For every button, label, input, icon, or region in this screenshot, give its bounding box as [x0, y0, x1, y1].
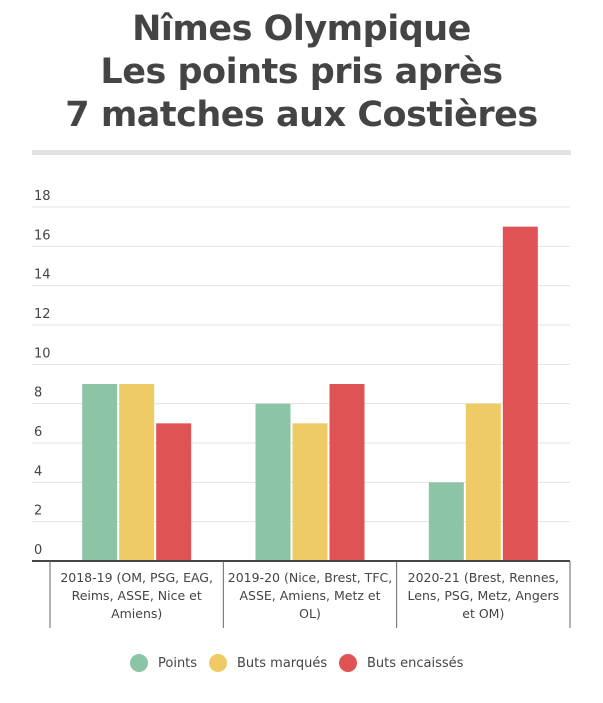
- legend-label: Buts marqués: [237, 655, 328, 671]
- legend-buts-encaisses[interactable]: Buts encaissés: [339, 654, 463, 672]
- x-tick-label: 2020-21 (Brest, Rennes,: [408, 570, 559, 585]
- bar-buts-encaisses: [156, 423, 192, 561]
- bar-buts-encaisses: [502, 226, 538, 561]
- y-tick-label: 18: [34, 189, 51, 204]
- legend-points[interactable]: Points: [130, 654, 197, 672]
- legend-swatch: [339, 654, 357, 672]
- legend-label: Buts encaissés: [367, 655, 464, 671]
- x-tick-label: Amiens): [111, 606, 162, 621]
- legend-label: Points: [158, 655, 198, 671]
- title-line-3: 7 matches aux Costières: [65, 95, 538, 135]
- y-tick-label: 4: [34, 464, 42, 479]
- y-tick-label: 6: [34, 425, 42, 440]
- title-divider: [32, 150, 571, 155]
- bar-buts-marques: [119, 384, 155, 561]
- y-tick-label: 10: [34, 346, 51, 361]
- bar-points: [428, 482, 464, 561]
- title-line-1: Nîmes Olympique: [132, 9, 471, 49]
- x-tick-label: 2018-19 (OM, PSG, EAG,: [60, 570, 213, 585]
- x-tick-label: ASSE, Amiens, Metz et: [239, 588, 380, 603]
- bar-buts-marques: [292, 423, 328, 561]
- bar-buts-marques: [465, 403, 501, 561]
- bar-points: [82, 384, 118, 561]
- y-tick-label: 14: [34, 268, 51, 283]
- legend-swatch: [209, 654, 227, 672]
- y-tick-label: 8: [34, 386, 42, 401]
- y-tick-label: 12: [34, 307, 51, 322]
- title-line-2: Les points pris après: [100, 52, 503, 92]
- bar-points: [255, 403, 291, 561]
- x-tick-label: Lens, PSG, Metz, Angers: [408, 588, 560, 603]
- legend-buts-marques[interactable]: Buts marqués: [209, 654, 327, 672]
- chart-title: Nîmes Olympique Les points pris après 7 …: [0, 8, 603, 137]
- x-tick-label: Reims, ASSE, Nice et: [72, 588, 202, 603]
- x-tick-label: 2019-20 (Nice, Brest, TFC,: [228, 570, 392, 585]
- legend-swatch: [130, 654, 148, 672]
- chart-legend: Points Buts marqués Buts encaissés: [0, 654, 603, 676]
- x-tick-label: OL): [299, 606, 321, 621]
- y-tick-label: 16: [34, 228, 51, 243]
- y-tick-label: 2: [34, 504, 42, 519]
- x-tick-label: et OM): [462, 606, 504, 621]
- y-tick-label: 0: [34, 543, 42, 558]
- bar-buts-encaisses: [329, 384, 365, 561]
